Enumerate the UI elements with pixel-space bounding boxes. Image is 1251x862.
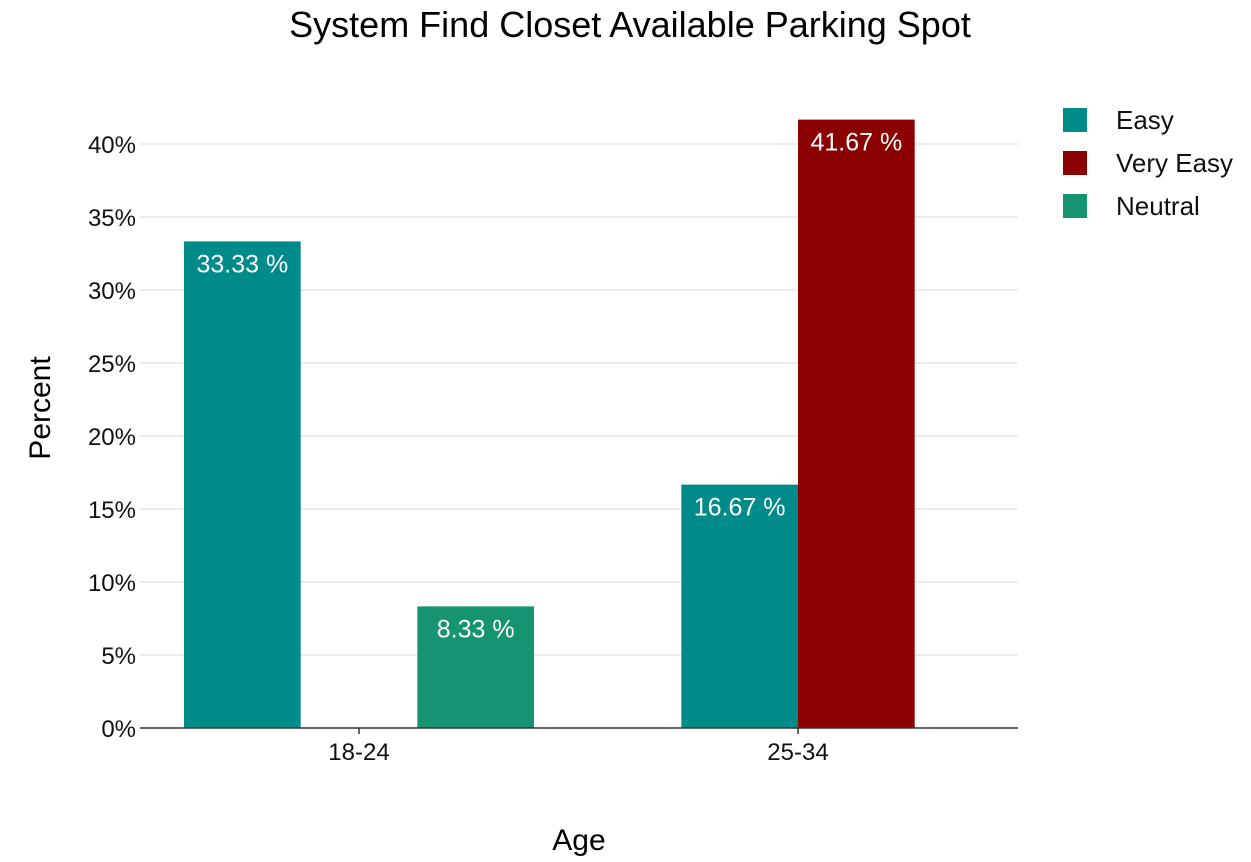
bar-easy-25-34 xyxy=(681,484,798,728)
bar-neutral-18-24 xyxy=(417,606,534,728)
y-axis-ticks: 0% 5% 10% 15% 20% 25% 30% 35% 40% xyxy=(88,132,136,743)
bars xyxy=(184,119,915,729)
y-tick-label: 5% xyxy=(101,643,136,670)
bar-data-label: 33.33 % xyxy=(196,250,288,278)
x-tick-label: 25-34 xyxy=(767,739,828,766)
y-tick-label: 35% xyxy=(88,205,136,232)
x-axis-title: Age xyxy=(552,824,605,857)
y-axis-title: Percent xyxy=(24,356,57,460)
x-axis-ticks: 18-24 25-34 xyxy=(328,728,829,766)
x-tick-label: 18-24 xyxy=(328,739,389,766)
bar-easy-18-24 xyxy=(184,241,301,728)
y-tick-label: 10% xyxy=(88,570,136,597)
y-tick-label: 20% xyxy=(88,424,136,451)
legend-label: Very Easy xyxy=(1116,148,1233,178)
bar-data-label: 16.67 % xyxy=(694,494,786,522)
legend: Easy Very Easy Neutral xyxy=(1063,105,1233,221)
bar-data-label: 8.33 % xyxy=(437,615,515,643)
bar-labels: 33.33 % 8.33 % 16.67 % 41.67 % xyxy=(196,129,902,644)
y-tick-label: 0% xyxy=(101,716,136,743)
bar-very-easy-25-34 xyxy=(798,119,915,729)
legend-swatch xyxy=(1063,151,1087,175)
y-tick-label: 30% xyxy=(88,278,136,305)
bar-data-label: 41.67 % xyxy=(810,129,902,157)
y-tick-label: 25% xyxy=(88,351,136,378)
y-tick-label: 15% xyxy=(88,497,136,524)
legend-label: Neutral xyxy=(1116,191,1200,221)
legend-label: Easy xyxy=(1116,105,1174,135)
legend-swatch xyxy=(1063,194,1087,218)
chart-title: System Find Closet Available Parking Spo… xyxy=(289,4,971,45)
y-tick-label: 40% xyxy=(88,132,136,159)
legend-swatch xyxy=(1063,108,1087,132)
